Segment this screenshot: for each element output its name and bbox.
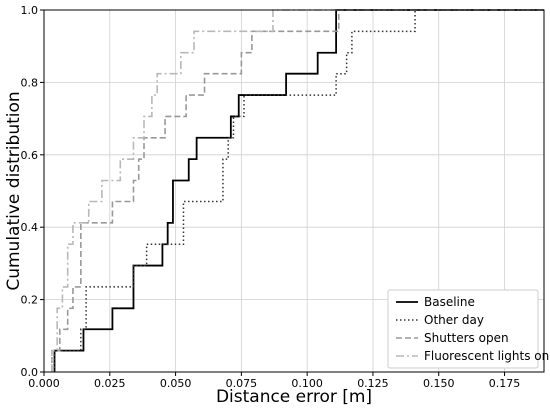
y-tick-label: 0.8 (21, 76, 39, 89)
x-tick-label: 0.175 (489, 377, 521, 390)
x-axis-label: Distance error [m] (216, 387, 372, 407)
series-line-2 (51, 9, 544, 372)
y-tick-label: 0.4 (21, 221, 39, 234)
legend: Baseline Other day Shutters open Fluorescen… (387, 289, 549, 369)
legend-label: Fluorescent lights on (424, 349, 549, 363)
plot-frame (43, 9, 545, 373)
x-tick-label: 0.100 (291, 377, 323, 390)
legend-label: Baseline (424, 295, 475, 309)
legend-label: Other day (424, 313, 484, 327)
y-tick-label: 0.6 (21, 149, 39, 162)
x-tick-label: 0.125 (357, 377, 389, 390)
x-tick-label: 0.000 (28, 377, 60, 390)
series-lines (51, 9, 544, 372)
x-tick-label: 0.050 (160, 377, 192, 390)
y-tick-label: 0.0 (21, 366, 39, 379)
axis-ticks: 0.000 0.025 0.050 0.075 0.100 0.125 0.150 0.175… (21, 4, 521, 390)
y-tick-label: 1.0 (21, 4, 39, 17)
x-tick-label: 0.150 (423, 377, 455, 390)
series-line-3 (51, 9, 544, 372)
y-tick-label: 0.2 (21, 294, 39, 307)
series-line-0 (53, 9, 544, 372)
y-axis-label: Cumulative distribution (4, 91, 24, 290)
x-tick-label: 0.075 (226, 377, 258, 390)
legend-label: Shutters open (424, 331, 509, 345)
series-line-1 (53, 9, 544, 372)
x-tick-label: 0.025 (94, 377, 126, 390)
legend-box (387, 289, 539, 369)
